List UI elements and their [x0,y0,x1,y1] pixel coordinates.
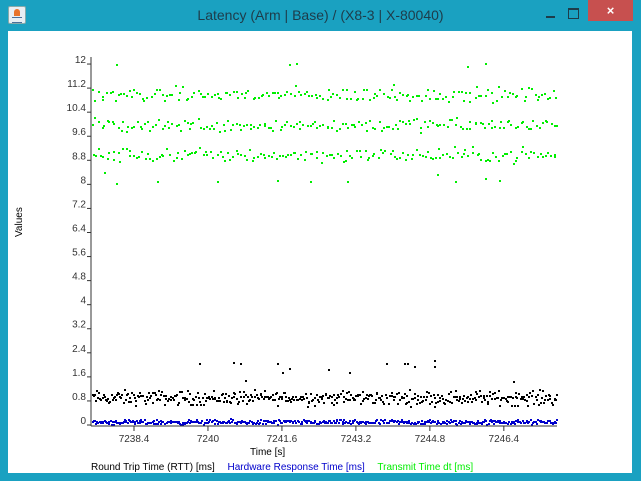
legend-item-rtt: Round Trip Time (RTT) [ms] [91,462,215,473]
y-tick-label: 10.4 [67,103,87,114]
x-tick-label: 7243.2 [341,434,372,445]
y-tick-label: 0.8 [72,392,86,403]
y-tick-label: 4.8 [72,272,86,283]
legend-item-transmit-time: Transmit Time dt [ms] [377,462,474,473]
y-axis-label: Values [14,207,25,237]
y-tick-label: 8.8 [72,151,86,162]
y-tick-label: 8 [80,175,86,186]
x-tick-label: 7246.4 [489,434,520,445]
y-tick-label: 5.6 [72,248,86,259]
x-tick-label: 7244.8 [415,434,446,445]
y-tick-label: 2.4 [72,344,86,355]
x-tick-label: 7241.6 [267,434,298,445]
chart-legend: Round Trip Time (RTT) [ms] Hardware Resp… [91,462,483,473]
y-tick-label: 12 [75,55,87,66]
y-tick-label: 0 [80,416,86,427]
y-tick-label: 1.6 [72,368,86,379]
java-icon[interactable] [8,6,26,24]
y-tick-label: 4 [80,296,86,307]
y-tick-label: 6.4 [72,223,86,234]
close-button[interactable]: × [588,0,633,21]
maximize-button[interactable] [564,5,584,23]
y-tick-label: 9.6 [72,127,86,138]
data-points [92,63,558,426]
x-axis-label: Time [s] [250,447,285,458]
window-title: Latency (Arm | Base) / (X8-3 | X-80040) [197,7,444,23]
x-ticks: 7238.4 7240 7241.6 7243.2 7244.8 7246.4 [119,426,520,445]
y-tick-label: 3.2 [72,320,86,331]
y-tick-label: 11.2 [67,79,86,90]
minimize-button[interactable] [541,5,561,23]
x-tick-label: 7238.4 [119,434,150,445]
y-tick-label: 7.2 [72,199,86,210]
x-tick-label: 7240 [197,434,220,445]
y-ticks: 0 0.8 1.6 2.4 3.2 4 4.8 5.6 6.4 7.2 8 8.8 9.6 10.4 11.… [67,55,91,427]
legend-item-hardware-response: Hardware Response Time [ms] [227,462,365,473]
window-titlebar[interactable]: Latency (Arm | Base) / (X8-3 | X-80040) … [0,0,641,31]
